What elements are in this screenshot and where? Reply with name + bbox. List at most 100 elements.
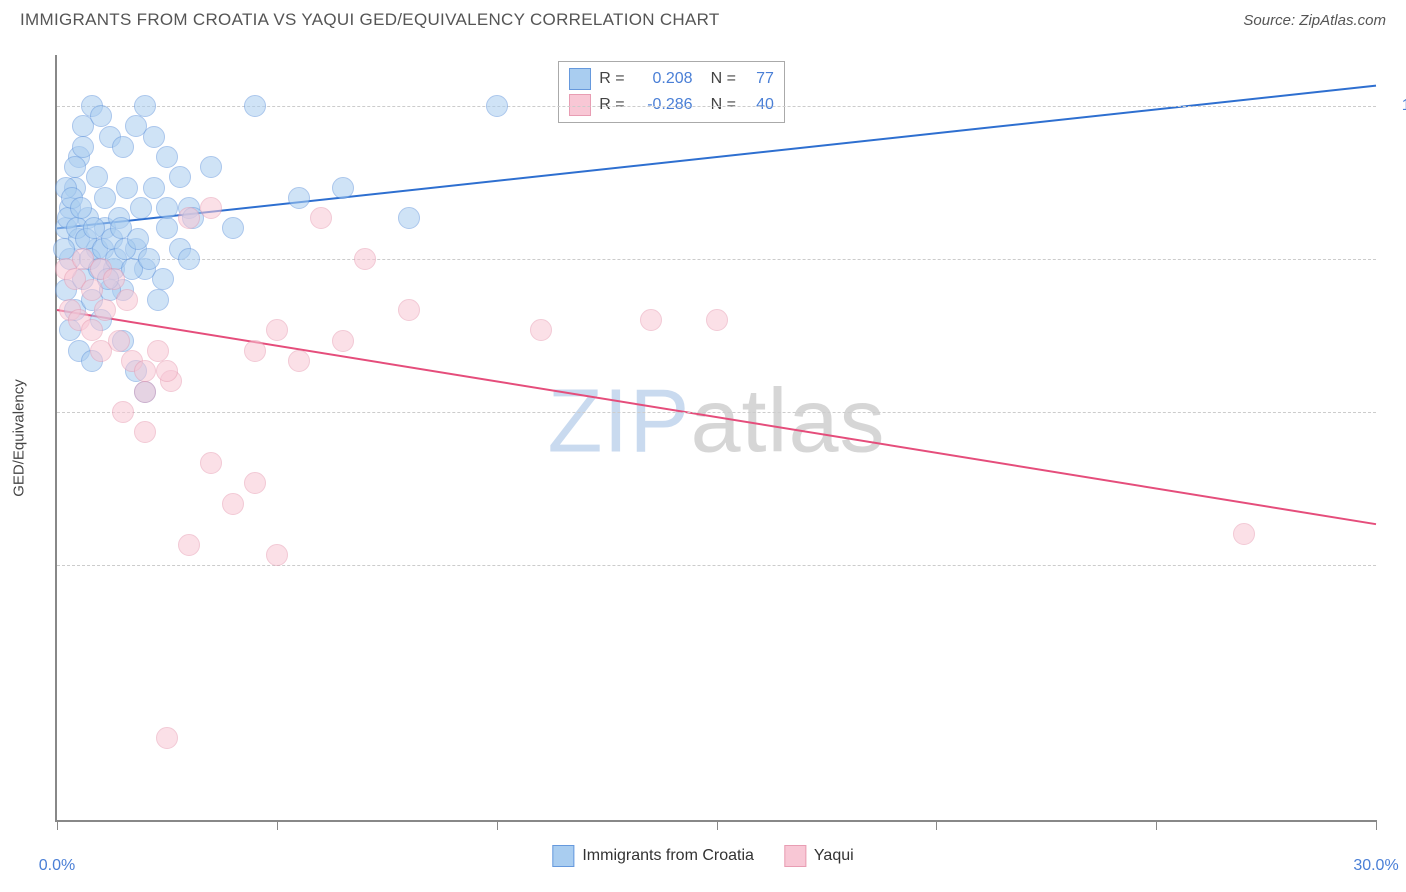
scatter-point-croatia <box>116 177 138 199</box>
scatter-point-croatia <box>112 136 134 158</box>
scatter-point-yaqui <box>147 340 169 362</box>
scatter-point-croatia <box>134 95 156 117</box>
scatter-point-yaqui <box>244 340 266 362</box>
x-tick <box>936 820 937 830</box>
scatter-point-yaqui <box>244 472 266 494</box>
chart-title: IMMIGRANTS FROM CROATIA VS YAQUI GED/EQU… <box>20 10 720 30</box>
scatter-point-croatia <box>200 156 222 178</box>
gridline <box>57 259 1376 260</box>
scatter-point-yaqui <box>116 289 138 311</box>
r-label: R = <box>599 96 624 114</box>
x-tick <box>497 820 498 830</box>
scatter-point-yaqui <box>222 493 244 515</box>
legend-item: Yaqui <box>784 845 854 867</box>
scatter-point-croatia <box>156 217 178 239</box>
scatter-point-croatia <box>143 177 165 199</box>
legend-swatch <box>552 845 574 867</box>
scatter-point-croatia <box>138 248 160 270</box>
x-tick <box>1156 820 1157 830</box>
stats-row-yaqui: R = -0.286 N = 40 <box>569 92 774 118</box>
scatter-point-yaqui <box>530 319 552 341</box>
r-label: R = <box>599 70 624 88</box>
legend-item: Immigrants from Croatia <box>552 845 754 867</box>
scatter-point-yaqui <box>332 330 354 352</box>
legend-swatch-yaqui <box>569 94 591 116</box>
scatter-point-yaqui <box>94 299 116 321</box>
scatter-point-yaqui <box>310 207 332 229</box>
scatter-point-croatia <box>332 177 354 199</box>
scatter-point-croatia <box>156 146 178 168</box>
scatter-point-yaqui <box>103 268 125 290</box>
legend-swatch <box>784 845 806 867</box>
scatter-point-yaqui <box>1233 523 1255 545</box>
y-tick-label: 70.0% <box>1386 403 1406 421</box>
gridline <box>57 565 1376 566</box>
x-tick <box>57 820 58 830</box>
source-label: Source: ZipAtlas.com <box>1243 12 1386 29</box>
legend-label: Immigrants from Croatia <box>582 847 754 865</box>
scatter-point-croatia <box>398 207 420 229</box>
scatter-point-croatia <box>169 166 191 188</box>
scatter-point-yaqui <box>288 350 310 372</box>
scatter-point-croatia <box>152 268 174 290</box>
scatter-point-croatia <box>86 166 108 188</box>
scatter-point-croatia <box>127 228 149 250</box>
scatter-point-yaqui <box>81 279 103 301</box>
scatter-point-croatia <box>130 197 152 219</box>
scatter-point-croatia <box>70 197 92 219</box>
scatter-point-yaqui <box>178 534 200 556</box>
n-label: N = <box>711 96 736 114</box>
scatter-point-yaqui <box>640 309 662 331</box>
scatter-point-yaqui <box>156 360 178 382</box>
legend-swatch-croatia <box>569 68 591 90</box>
x-tick <box>717 820 718 830</box>
scatter-point-yaqui <box>134 360 156 382</box>
x-tick <box>1376 820 1377 830</box>
legend-label: Yaqui <box>814 847 854 865</box>
scatter-point-yaqui <box>90 340 112 362</box>
scatter-point-yaqui <box>134 421 156 443</box>
scatter-point-croatia <box>244 95 266 117</box>
scatter-point-croatia <box>143 126 165 148</box>
scatter-point-croatia <box>178 248 200 270</box>
n-value: 40 <box>744 96 774 114</box>
scatter-point-yaqui <box>81 319 103 341</box>
chart-header: IMMIGRANTS FROM CROATIA VS YAQUI GED/EQU… <box>0 0 1406 35</box>
scatter-point-yaqui <box>200 452 222 474</box>
scatter-point-croatia <box>72 136 94 158</box>
scatter-point-croatia <box>147 289 169 311</box>
series-legend: Immigrants from Croatia Yaqui <box>552 845 853 867</box>
x-tick <box>277 820 278 830</box>
r-value: -0.286 <box>633 96 693 114</box>
scatter-point-yaqui <box>266 544 288 566</box>
scatter-point-yaqui <box>706 309 728 331</box>
scatter-point-yaqui <box>398 299 420 321</box>
gridline <box>57 412 1376 413</box>
scatter-point-croatia <box>156 197 178 219</box>
scatter-point-yaqui <box>354 248 376 270</box>
scatter-chart: GED/Equivalency ZIPatlas R =0.208N =77R … <box>55 55 1376 822</box>
r-value: 0.208 <box>633 70 693 88</box>
n-value: 77 <box>744 70 774 88</box>
scatter-point-croatia <box>53 238 75 260</box>
scatter-point-yaqui <box>266 319 288 341</box>
y-tick-label: 55.0% <box>1386 556 1406 574</box>
y-tick-label: 100.0% <box>1386 97 1406 115</box>
scatter-point-yaqui <box>112 401 134 423</box>
x-tick-label: 0.0% <box>39 857 75 875</box>
y-tick-label: 85.0% <box>1386 250 1406 268</box>
x-tick-label: 30.0% <box>1353 857 1398 875</box>
scatter-point-croatia <box>90 105 112 127</box>
trend-lines <box>57 55 1376 820</box>
correlation-stats-box: R = 0.208 N = 77 R = -0.286 N = 40 <box>558 61 785 123</box>
stats-row-croatia: R = 0.208 N = 77 <box>569 66 774 92</box>
scatter-point-croatia <box>288 187 310 209</box>
n-label: N = <box>711 70 736 88</box>
scatter-point-yaqui <box>178 207 200 229</box>
y-axis-title: GED/Equivalency <box>11 379 28 497</box>
scatter-point-yaqui <box>134 381 156 403</box>
scatter-point-croatia <box>64 156 86 178</box>
scatter-point-yaqui <box>156 727 178 749</box>
scatter-point-croatia <box>486 95 508 117</box>
scatter-point-croatia <box>222 217 244 239</box>
